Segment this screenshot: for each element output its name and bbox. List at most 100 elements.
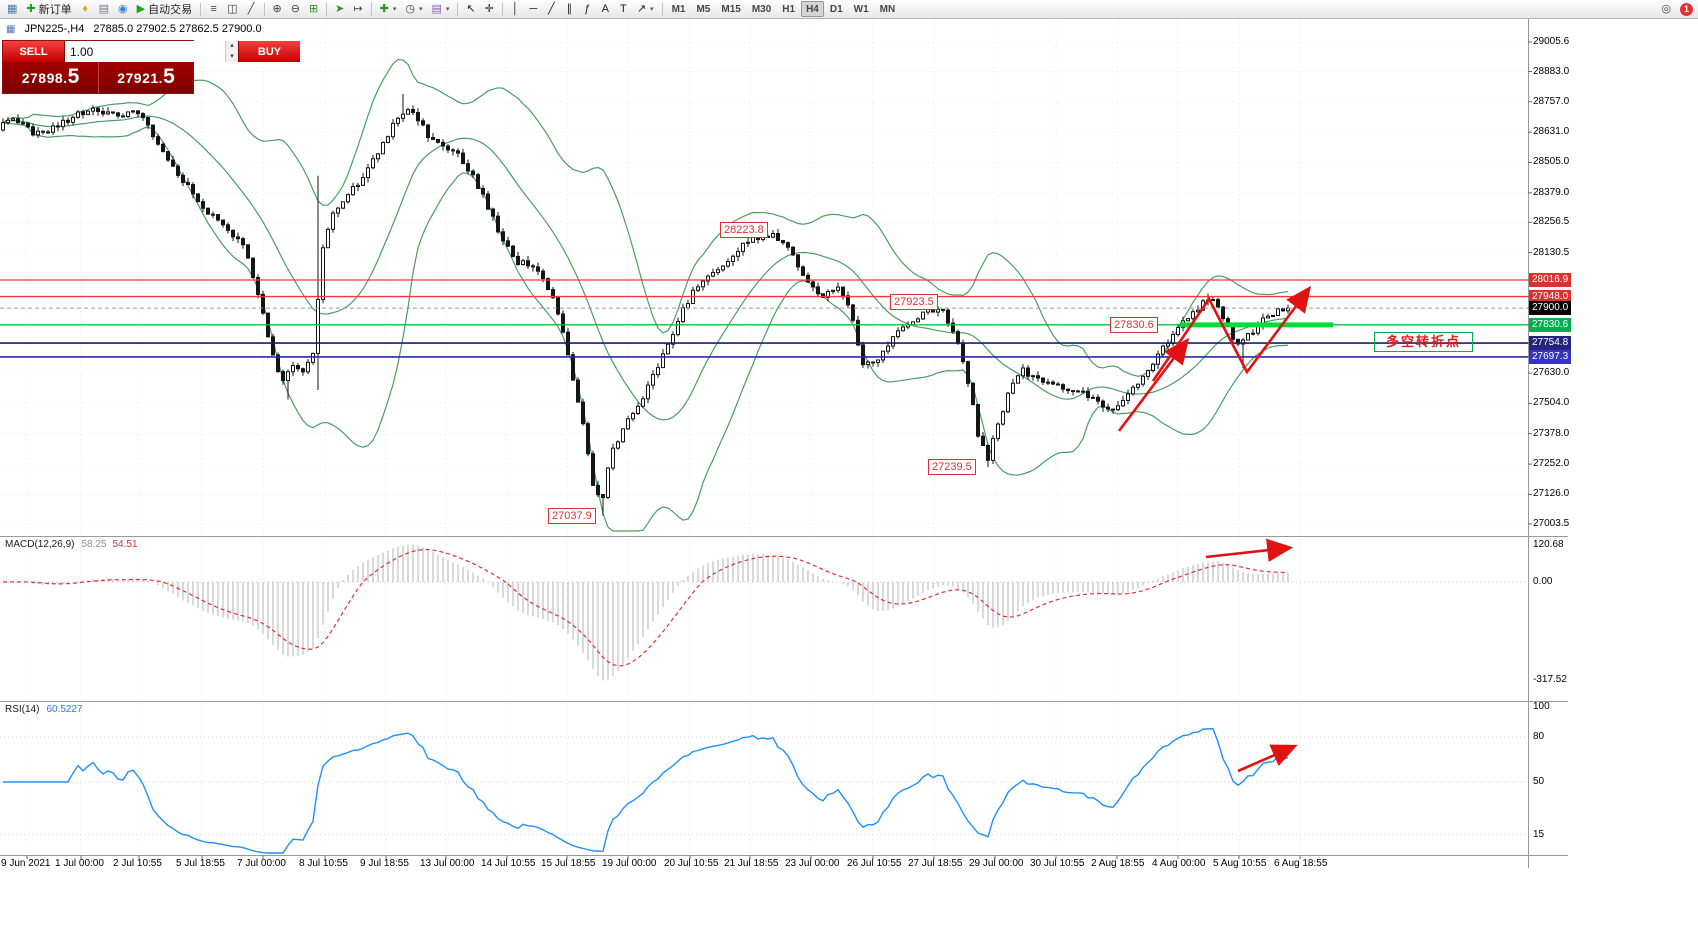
price-trend-arrow [1117,337,1190,432]
sell-button[interactable]: SELL [3,41,65,62]
sell-price: 27898. 5 [3,62,98,93]
text-label-tool-button-glyph: T [619,2,627,15]
search-icon[interactable]: ◎ [1657,1,1675,18]
horizontal-line-tool-button[interactable]: ─ [525,1,542,18]
one-click-buttons-row: SELL ▴ ▾ BUY [3,41,300,62]
timeframe-mn-button[interactable]: MN [879,3,896,15]
one-click-trading-panel: SELL ▴ ▾ BUY 27898.5 27921.5 [2,40,300,94]
line-chart-type-button[interactable]: ╱ [243,1,260,18]
rsi-indicator-label: RSI(14) 60.5227 [5,704,83,715]
crosshair-tool-button[interactable]: ✛ [481,1,498,18]
text-tool-button-glyph: A [601,2,609,15]
zoom-out-button[interactable]: ⊖ [287,1,304,18]
volume-input[interactable] [65,41,225,62]
turning-point-note: 多空转折点 [1374,332,1473,352]
chart-window-icon[interactable]: ▦ [3,1,21,18]
timeframe-h4-button[interactable]: H4 [801,1,824,17]
bollinger-upper-band [2,58,1289,377]
sell-price-frac: 5 [67,65,80,88]
macd-label: MACD(12,26,9) [5,539,75,550]
auto-scroll-button[interactable]: ➤ [331,1,348,18]
chart-mini-icon: ▦ [6,23,16,35]
templates-button[interactable]: ▤ ▾ [427,1,453,18]
timeframe-m30-button[interactable]: M30 [751,3,772,15]
toolbar-separator [326,2,328,16]
auto-trading-button-glyph: ▶ [136,2,146,15]
line-chart-type-button-glyph: ╱ [247,2,255,15]
sell-price-main: 27898. [21,70,68,86]
buy-button[interactable]: BUY [238,41,300,62]
chevron-down-icon: ▾ [392,6,397,13]
toolbar-separator [370,2,372,16]
bar-chart-type-button[interactable]: ≡ [205,1,222,18]
buy-price: 27921. 5 [98,62,193,93]
annotation-arrows [1117,285,1312,773]
volume-field: ▴ ▾ [65,41,238,62]
toolbar-separator [263,2,265,16]
fibonacci-tool-button-glyph: ƒ [584,2,591,15]
trendline-tool-button[interactable]: ╱ [543,1,560,18]
zoom-in-button-glyph: ⊕ [272,2,282,15]
new-order-button-label: 新订单 [38,4,72,16]
rsi-trend-arrow [1237,744,1298,773]
news-icon[interactable]: ◉ [114,1,132,18]
candlestick-chart-type-button[interactable]: ◫ [223,1,241,18]
cursor-tool-button-glyph: ↖ [466,2,476,15]
timeframe-m15-button[interactable]: M15 [721,3,741,15]
timeframe-h1-button[interactable]: H1 [782,3,796,15]
buy-price-frac: 5 [163,65,175,88]
new-order-button[interactable]: ✚ 新订单 [22,1,75,18]
volume-spinner: ▴ ▾ [225,41,238,62]
timeframe-m5-button[interactable]: M5 [696,3,711,15]
text-tool-button[interactable]: A [597,1,614,18]
one-click-prices-row: 27898. 5 27921. 5 [3,62,193,93]
bollinger-middle-band [2,115,1289,421]
crosshair-tool-button-glyph: ✛ [484,2,494,15]
periods-button[interactable]: ◷ ▾ [401,1,426,18]
bollinger-bands [2,58,1289,532]
macd-indicator-label: MACD(12,26,9) 58.25 54.51 [5,539,138,550]
quick-trade-icon[interactable]: ♦ [77,1,94,18]
timeframe-w1-button[interactable]: W1 [853,3,869,15]
notification-badge[interactable]: 1 [1680,2,1693,16]
new-order-button-glyph: ✚ [26,2,36,15]
templates-button-glyph: ▤ [431,2,442,15]
auto-scroll-button-glyph: ➤ [335,2,345,15]
tile-windows-button[interactable]: ⊞ [305,1,322,18]
quick-trade-icon-glyph: ♦ [82,2,88,15]
timeframe-m1-button[interactable]: M1 [671,3,686,15]
volume-decrease-icon[interactable]: ▾ [226,51,238,62]
vertical-line-tool-button[interactable]: │ [507,1,524,18]
zoom-in-button[interactable]: ⊕ [269,1,286,18]
arrows-tool-button[interactable]: ↗ ▾ [633,1,658,18]
zoom-out-button-glyph: ⊖ [290,2,300,15]
chart-window-icon-glyph: ▦ [7,2,18,15]
equidistant-channel-tool-button-glyph: ∥ [566,2,573,15]
chevron-down-icon: ▾ [650,6,654,13]
chart-ohlc-values: 27885.0 27902.5 27862.5 27900.0 [93,23,262,35]
grid [0,19,1528,855]
rsi-line [3,728,1289,854]
auto-trading-button-label: 自动交易 [148,4,193,16]
volume-increase-icon[interactable]: ▴ [226,41,238,52]
indicators-list-button[interactable]: ✚ ▾ [376,1,401,18]
macd-signal-line [2,548,1289,667]
level-lines [0,279,1528,358]
text-label-tool-button[interactable]: T [615,1,632,18]
auto-trading-button[interactable]: ▶ 自动交易 [133,1,196,18]
fibonacci-tool-button[interactable]: ƒ [579,1,596,18]
timeframe-d1-button[interactable]: D1 [829,3,843,15]
rsi-label: RSI(14) [5,704,40,715]
chart-symbol-period: JPN225-,H4 [24,23,85,35]
cursor-tool-button[interactable]: ↖ [462,1,479,18]
buy-price-main: 27921. [117,70,164,86]
macd-histogram [7,544,1289,681]
macd-value-signal: 54.51 [112,539,138,550]
candles [1,93,1290,516]
bollinger-lower-band [2,121,1289,532]
print-icon[interactable]: ▤ [95,1,113,18]
chart-shift-button[interactable]: ↦ [349,1,366,18]
equidistant-channel-tool-button[interactable]: ∥ [561,1,578,18]
bar-chart-type-button-glyph: ≡ [210,2,217,15]
rsi-value: 60.5227 [46,704,83,715]
